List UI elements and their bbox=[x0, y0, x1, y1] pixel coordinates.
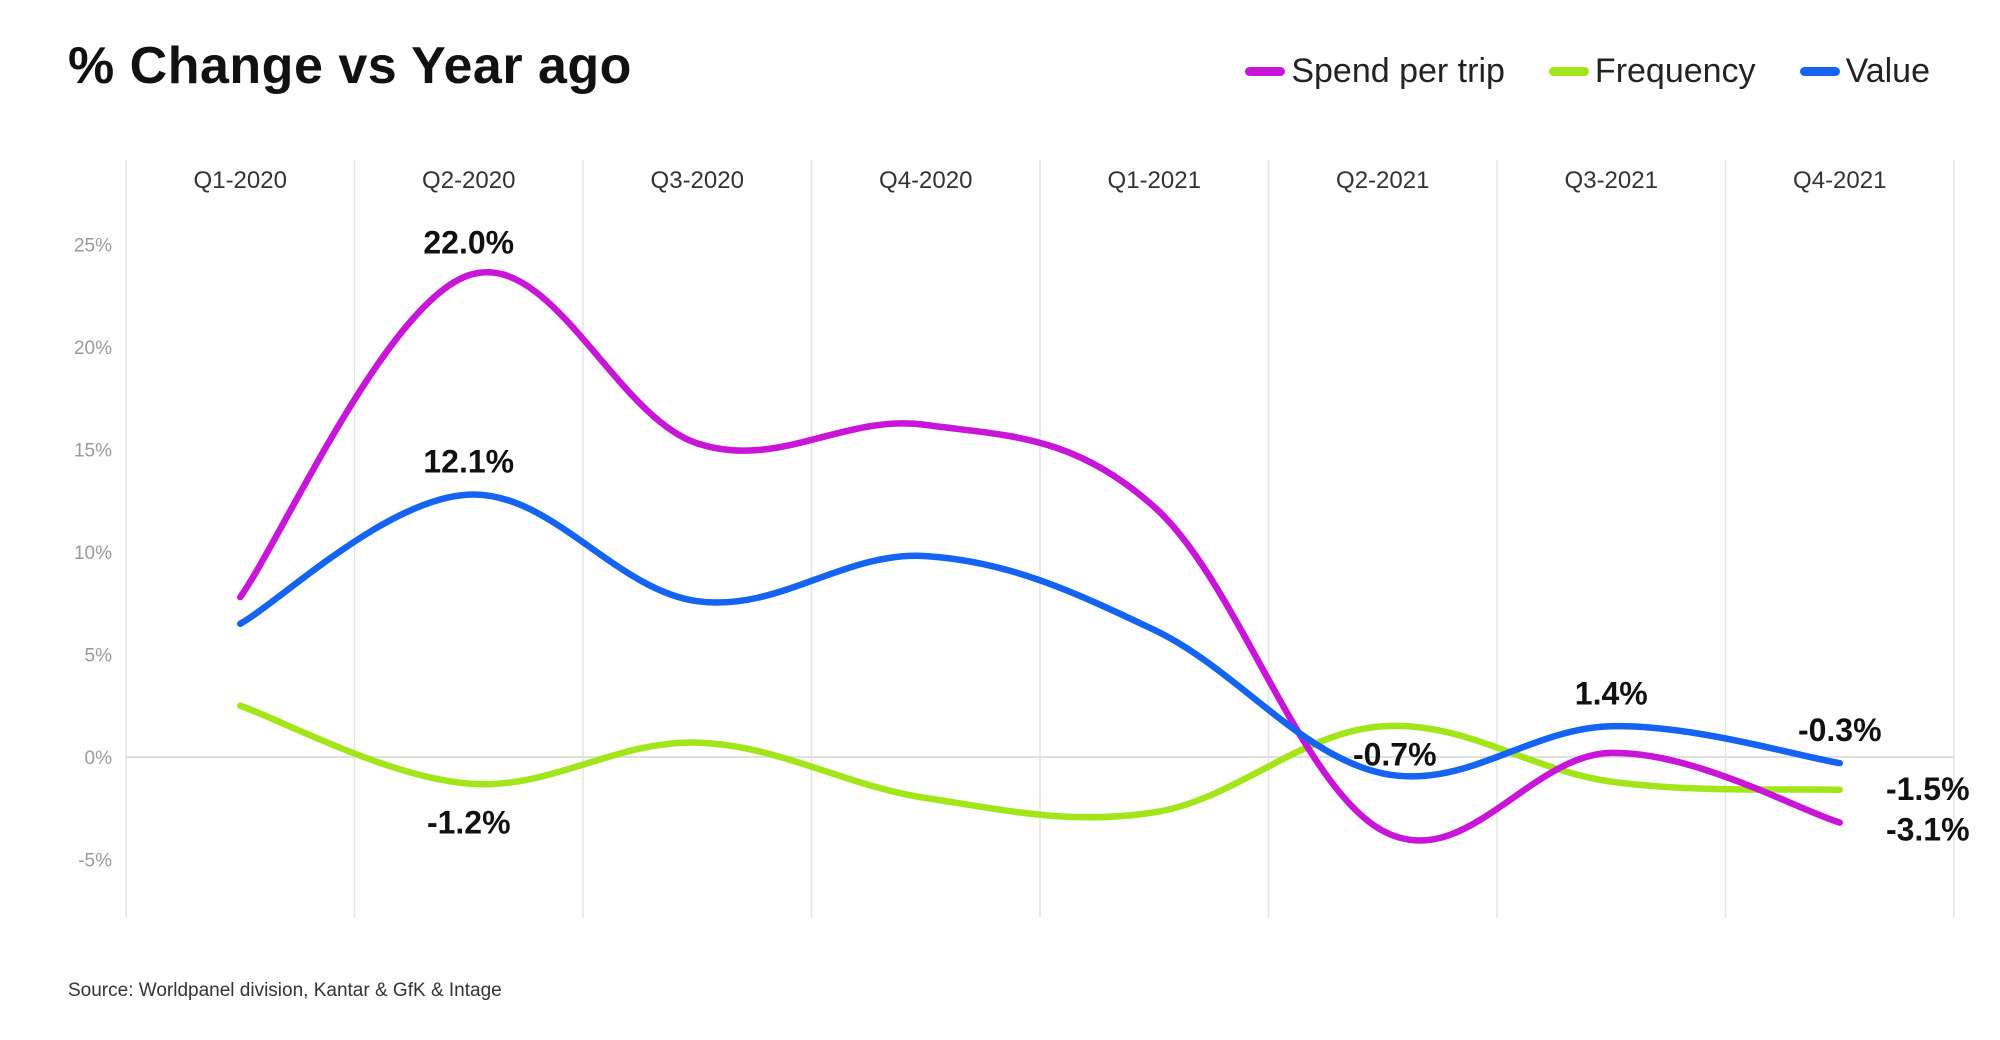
data-label: -0.7% bbox=[1353, 736, 1437, 772]
y-tick-label: 15% bbox=[74, 441, 112, 462]
x-tick-label: Q3-2020 bbox=[651, 167, 744, 194]
legend-item-value[interactable]: Value bbox=[1799, 52, 1930, 91]
x-tick-label: Q2-2020 bbox=[422, 167, 515, 194]
x-tick-label: Q4-2020 bbox=[879, 167, 972, 194]
legend-item-spend-per-trip[interactable]: Spend per trip bbox=[1245, 52, 1505, 91]
legend-item-frequency[interactable]: Frequency bbox=[1548, 52, 1756, 91]
x-tick-label: Q3-2021 bbox=[1565, 167, 1658, 194]
data-label: 12.1% bbox=[423, 444, 514, 480]
y-tick-label: -5% bbox=[78, 851, 112, 872]
x-tick-label: Q1-2020 bbox=[194, 167, 287, 194]
y-tick-label: 25% bbox=[74, 236, 112, 257]
legend-swatch-frequency bbox=[1548, 67, 1589, 76]
data-label: -3.1% bbox=[1886, 812, 1970, 848]
data-label: -1.5% bbox=[1886, 771, 1970, 807]
x-tick-label: Q2-2021 bbox=[1336, 167, 1429, 194]
data-label: 22.0% bbox=[423, 224, 514, 260]
legend-swatch-spend-per-trip bbox=[1245, 67, 1286, 76]
data-label: 1.4% bbox=[1575, 675, 1648, 711]
chart-title: % Change vs Year ago bbox=[68, 37, 632, 95]
legend-label-frequency: Frequency bbox=[1594, 52, 1756, 90]
series-line-value bbox=[237, 491, 1843, 780]
x-tick-label: Q4-2021 bbox=[1793, 167, 1886, 194]
y-tick-label: 5% bbox=[85, 646, 113, 667]
y-tick-label: 0% bbox=[85, 748, 113, 769]
legend-label-value: Value bbox=[1845, 52, 1930, 90]
y-tick-label: 10% bbox=[74, 543, 112, 564]
series-line-frequency bbox=[237, 702, 1843, 821]
chart-legend: Spend per trip Frequency Value bbox=[1201, 52, 1930, 91]
data-label: -0.3% bbox=[1798, 712, 1882, 748]
data-label: -1.2% bbox=[427, 805, 511, 841]
legend-swatch-value bbox=[1799, 67, 1840, 76]
series-line-spend-per-trip bbox=[237, 269, 1843, 844]
y-tick-label: 20% bbox=[74, 338, 112, 359]
source-note: Source: Worldpanel division, Kantar & Gf… bbox=[68, 980, 502, 1001]
legend-label-spend-per-trip: Spend per trip bbox=[1291, 52, 1505, 90]
x-tick-label: Q1-2021 bbox=[1108, 167, 1201, 194]
